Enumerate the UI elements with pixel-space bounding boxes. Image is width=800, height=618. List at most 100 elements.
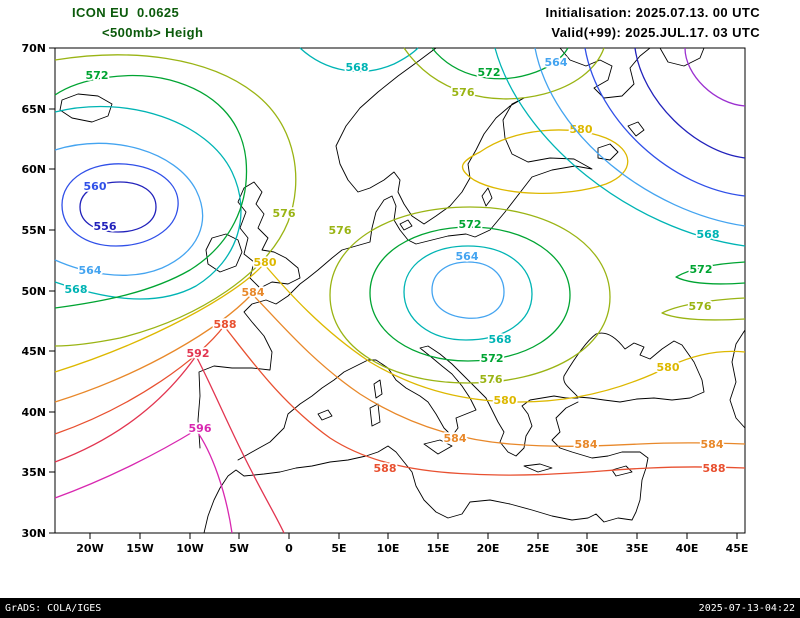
- coastline: [563, 332, 705, 403]
- coastline: [197, 47, 593, 449]
- lon-tick-label: 5W: [229, 542, 249, 555]
- coastline: [481, 187, 493, 207]
- contour-label-568: 568: [489, 333, 512, 346]
- contour-596: [54, 429, 233, 534]
- coastline: [423, 439, 453, 455]
- contour-564: [54, 142, 204, 276]
- coastline: [373, 379, 383, 399]
- contour-label-588: 588: [214, 318, 237, 331]
- contour-label-572: 572: [478, 66, 501, 79]
- valid-time: Valid(+99): 2025.JUL.17. 03 UTC: [551, 25, 760, 40]
- coastline: [203, 401, 649, 534]
- contour-588: [54, 325, 746, 476]
- contour-552: [684, 47, 746, 107]
- coastline: [237, 181, 301, 289]
- coastline: [611, 465, 633, 477]
- contour-label-584: 584: [242, 286, 265, 299]
- contour-label-568: 568: [346, 61, 369, 74]
- contour-label-588: 588: [374, 462, 397, 475]
- contour-560: [584, 47, 746, 197]
- model-title: ICON EU 0.0625: [72, 5, 180, 20]
- contour-568: [403, 245, 533, 341]
- contour-label-568: 568: [65, 283, 88, 296]
- creation-timestamp: 2025-07-13-04:22: [698, 602, 795, 614]
- contour-label-584: 584: [575, 438, 598, 451]
- coastline: [597, 143, 619, 161]
- coastline: [559, 47, 651, 99]
- lon-tick-label: 25E: [527, 542, 550, 555]
- contour-label-576: 576: [329, 224, 352, 237]
- coastline: [317, 409, 333, 421]
- contour-label-576: 576: [452, 86, 475, 99]
- contour-576: [661, 297, 746, 321]
- contour-572: [54, 75, 248, 309]
- contour-label-580: 580: [254, 256, 277, 269]
- contour-label-560: 560: [84, 180, 107, 193]
- coastline: [627, 121, 645, 137]
- coastline: [237, 345, 579, 461]
- coastline: [523, 463, 553, 473]
- lon-tick-label: 0: [285, 542, 293, 555]
- lon-tick-label: 30E: [576, 542, 599, 555]
- contour-556: [79, 181, 157, 233]
- contour-592: [54, 355, 285, 534]
- contour-label-572: 572: [86, 69, 109, 82]
- contour-572: [369, 226, 571, 362]
- contour-label-572: 572: [481, 352, 504, 365]
- init-time: Initialisation: 2025.07.13. 00 UTC: [545, 5, 760, 20]
- contour-label-556: 556: [94, 220, 117, 233]
- contour-label-588: 588: [703, 462, 726, 475]
- coastline: [659, 47, 705, 67]
- lon-tick-label: 15E: [427, 542, 450, 555]
- lon-tick-label: 5E: [331, 542, 346, 555]
- grads-footer-bar: GrADS: COLA/IGES 2025-07-13-04:22: [0, 598, 800, 618]
- lat-tick-label: 30N: [21, 527, 46, 540]
- field-title: <500mb> Heigh: [102, 25, 204, 40]
- grads-credit: GrADS: COLA/IGES: [5, 602, 102, 614]
- map-frame: [54, 47, 746, 534]
- lon-tick-label: 20W: [76, 542, 103, 555]
- contour-label-580: 580: [657, 361, 680, 374]
- contour-label-584: 584: [444, 432, 467, 445]
- contour-580: [54, 263, 746, 403]
- lon-tick-label: 40E: [676, 542, 699, 555]
- contour-572: [431, 47, 569, 80]
- lat-tick-label: 35N: [21, 466, 46, 479]
- lat-tick-label: 55N: [21, 224, 46, 237]
- contour-580: [462, 129, 629, 194]
- coastline: [59, 93, 113, 123]
- coastline: [729, 329, 746, 429]
- coastline: [205, 233, 243, 273]
- lon-tick-label: 20E: [477, 542, 500, 555]
- contour-568: [54, 105, 242, 300]
- lat-tick-label: 45N: [21, 345, 46, 358]
- lon-tick-label: 10E: [377, 542, 400, 555]
- contour-584: [54, 293, 746, 447]
- contour-label-572: 572: [690, 263, 713, 276]
- lon-tick-label: 10W: [176, 542, 203, 555]
- lat-tick-label: 40N: [21, 406, 46, 419]
- coastline: [369, 403, 381, 427]
- contour-label-568: 568: [697, 228, 720, 241]
- contour-556: [634, 47, 746, 159]
- contour-label-596: 596: [189, 422, 212, 435]
- contour-label-576: 576: [273, 207, 296, 220]
- contour-label-572: 572: [459, 218, 482, 231]
- lat-tick-label: 65N: [21, 103, 46, 116]
- contour-568: [299, 47, 419, 73]
- contour-label-564: 564: [456, 250, 479, 263]
- lat-tick-label: 60N: [21, 163, 46, 176]
- contour-568: [494, 47, 746, 247]
- contour-560: [61, 163, 179, 247]
- contour-label-564: 564: [79, 264, 102, 277]
- contour-572: [675, 261, 746, 285]
- contour-label-580: 580: [570, 123, 593, 136]
- contour-label-592: 592: [187, 347, 210, 360]
- contour-label-564: 564: [545, 56, 568, 69]
- contour-label-584: 584: [701, 438, 724, 451]
- lat-tick-label: 70N: [21, 42, 46, 55]
- coastline: [399, 219, 413, 231]
- contour-label-576: 576: [689, 300, 712, 313]
